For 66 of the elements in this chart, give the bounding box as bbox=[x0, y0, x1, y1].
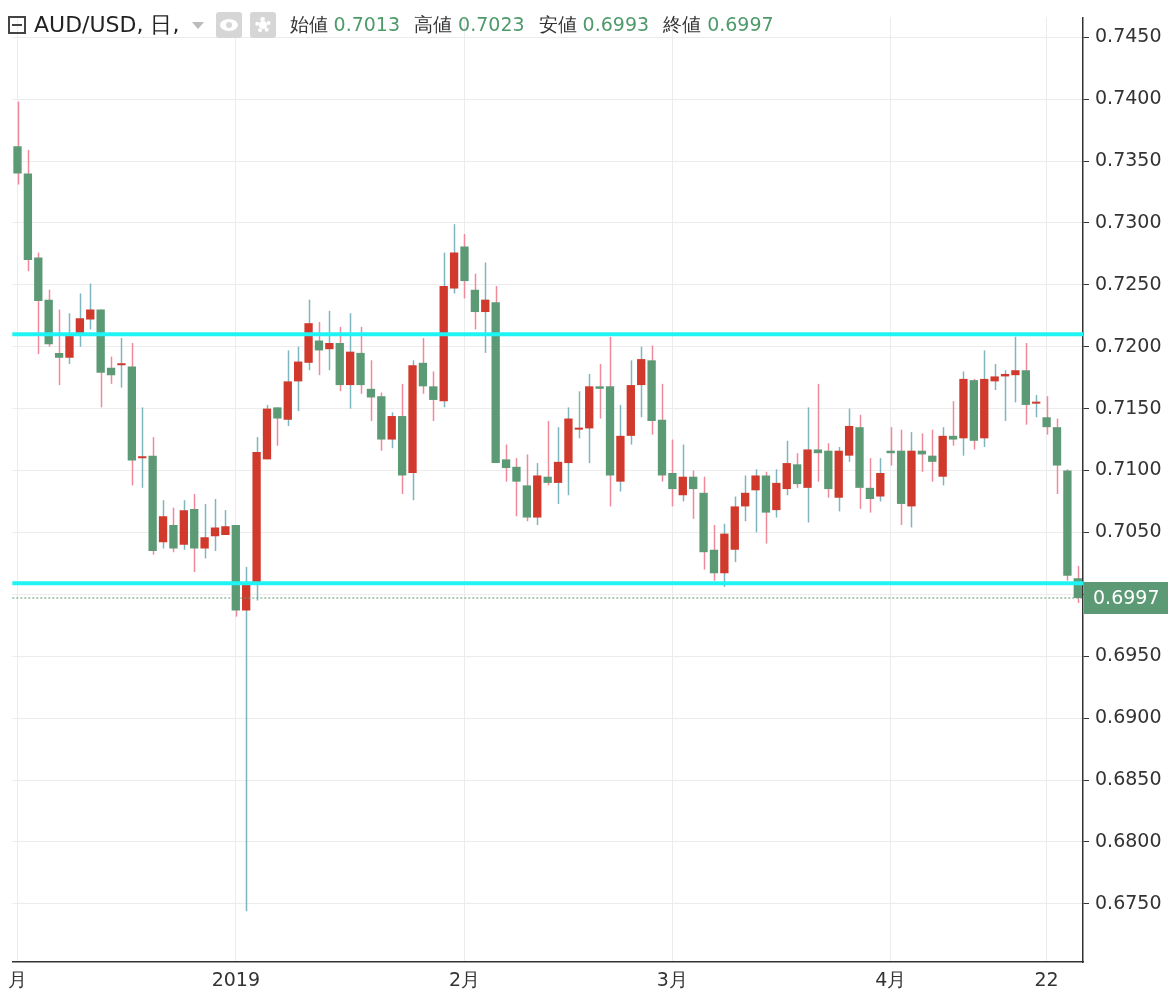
x-tick-label: 4月 bbox=[875, 968, 907, 991]
x-tick-label: 2月 bbox=[448, 968, 481, 991]
y-tick-label: 0.7250 bbox=[1095, 271, 1162, 294]
candlestick bbox=[106, 355, 116, 385]
y-tick-label: 0.6850 bbox=[1095, 766, 1162, 789]
candlestick bbox=[741, 474, 750, 523]
candlestick bbox=[169, 506, 178, 553]
y-tick-label: 0.7450 bbox=[1095, 24, 1162, 47]
candlestick bbox=[689, 469, 698, 520]
candlestick bbox=[813, 383, 823, 483]
y-tick-label: 0.7300 bbox=[1095, 209, 1162, 232]
candlestick bbox=[543, 420, 552, 487]
candlestick bbox=[294, 345, 303, 412]
candlestick bbox=[512, 457, 521, 518]
annotation: 終値 0.6997 bbox=[663, 12, 774, 37]
y-tick-label: 0.6750 bbox=[1095, 890, 1162, 913]
candlestick bbox=[990, 363, 999, 391]
annotation: 安値 0.6993 bbox=[538, 12, 650, 37]
y-tick-label: 0.6900 bbox=[1095, 705, 1162, 728]
candlestick bbox=[387, 411, 396, 449]
y-tick-label: 0.7350 bbox=[1095, 147, 1162, 170]
y-tick-label: 0.6950 bbox=[1095, 643, 1162, 666]
x-tick-label: 月 bbox=[8, 968, 27, 991]
candlestick bbox=[876, 457, 885, 503]
candlestick bbox=[595, 363, 604, 420]
candlestick bbox=[792, 452, 802, 489]
candlestick bbox=[470, 272, 480, 331]
candlestick bbox=[574, 390, 583, 440]
candlestick bbox=[138, 406, 147, 489]
candlestick bbox=[325, 310, 334, 371]
candlestick bbox=[221, 509, 230, 536]
annotation: 始値 0.7013 bbox=[289, 12, 401, 37]
candlestick bbox=[668, 438, 677, 508]
candlestick bbox=[501, 443, 511, 483]
y-tick-label: 0.7200 bbox=[1095, 333, 1162, 356]
candlestick bbox=[481, 261, 490, 354]
chart-title: AUD/USD, 日, bbox=[34, 11, 180, 39]
candlestick bbox=[1011, 336, 1020, 404]
candlestick bbox=[117, 337, 126, 389]
candlestick bbox=[1032, 394, 1041, 419]
candlestick bbox=[865, 457, 875, 514]
x-tick-label: 3月 bbox=[656, 968, 688, 991]
candlestick bbox=[75, 292, 85, 348]
annotation: 高値 0.7023 bbox=[414, 12, 525, 37]
y-tick-label: 0.6800 bbox=[1095, 828, 1162, 851]
candlestick bbox=[678, 443, 687, 503]
candlestick bbox=[948, 400, 958, 447]
y-tick-label: 0.7050 bbox=[1095, 519, 1162, 542]
candlestick bbox=[709, 524, 719, 582]
candlestick bbox=[429, 370, 438, 422]
candlestick bbox=[928, 428, 937, 483]
candlestick bbox=[418, 337, 428, 395]
candlestick bbox=[751, 468, 760, 534]
x-tick-label: 22 bbox=[1034, 968, 1059, 991]
candlestick bbox=[210, 498, 220, 552]
candlestick bbox=[553, 426, 563, 505]
candlestick bbox=[200, 503, 209, 560]
y-tick-label: 0.7100 bbox=[1095, 457, 1162, 480]
y-tick-label: 0.7150 bbox=[1095, 395, 1162, 418]
candlestick bbox=[1042, 395, 1051, 436]
ref-line-label: 0.6997 bbox=[1093, 585, 1160, 608]
candlestick bbox=[54, 308, 64, 386]
y-tick-label: 0.7400 bbox=[1095, 86, 1162, 109]
candlestick bbox=[65, 312, 74, 365]
candlestick bbox=[273, 406, 282, 447]
x-tick-label: 2019 bbox=[211, 968, 260, 991]
